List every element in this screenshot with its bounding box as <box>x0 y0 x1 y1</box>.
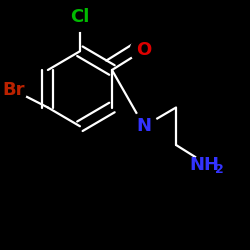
Text: Br: Br <box>2 81 24 99</box>
Circle shape <box>0 76 27 104</box>
Circle shape <box>194 151 222 179</box>
Circle shape <box>130 36 158 64</box>
Circle shape <box>130 112 158 140</box>
Text: 2: 2 <box>215 163 224 176</box>
Text: Cl: Cl <box>70 8 89 26</box>
Text: O: O <box>136 41 152 59</box>
Text: N: N <box>136 117 152 135</box>
Text: NH: NH <box>190 156 220 174</box>
Circle shape <box>66 4 94 31</box>
